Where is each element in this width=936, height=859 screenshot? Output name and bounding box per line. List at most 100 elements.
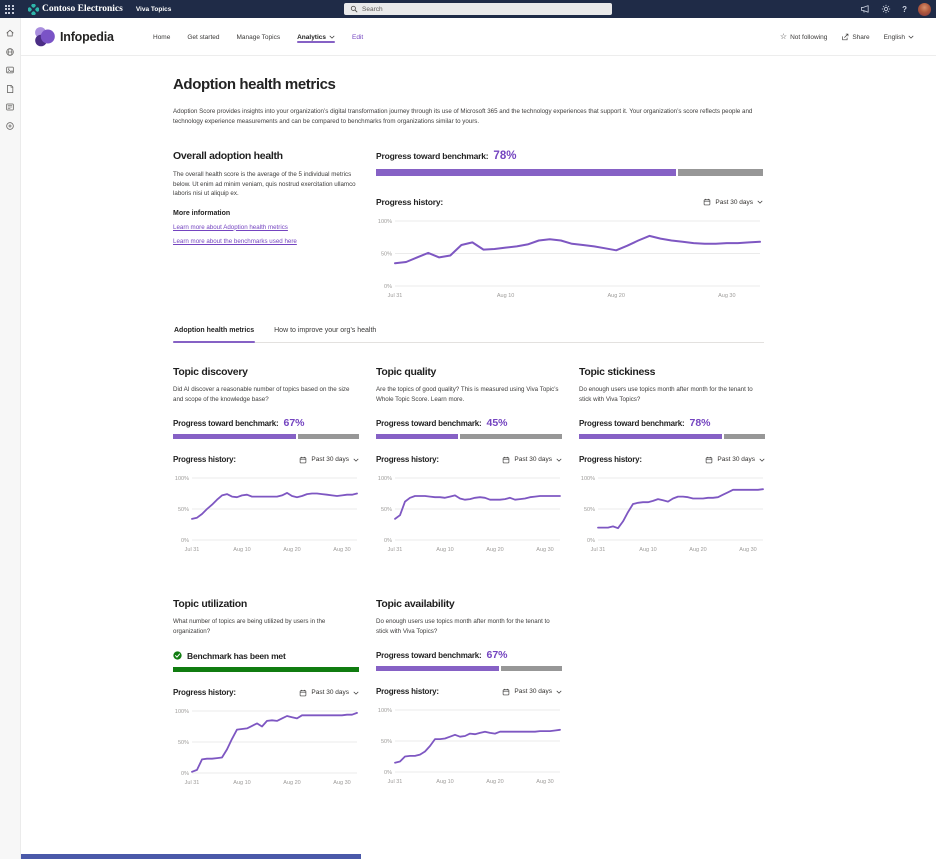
history-range-select[interactable]: Past 30 days (502, 688, 562, 696)
svg-text:Aug 20: Aug 20 (486, 779, 503, 785)
metrics-tabs: Adoption health metrics How to improve y… (173, 327, 764, 343)
svg-text:Aug 20: Aug 20 (607, 293, 624, 299)
overall-health-progress: Progress toward benchmark: 78% Progress … (376, 150, 763, 302)
svg-text:50%: 50% (381, 252, 392, 258)
card-description: What number of topics are being utilized… (173, 618, 326, 635)
share-button[interactable]: Share (841, 33, 870, 41)
search-icon (350, 5, 358, 13)
card-topic-stickiness: Topic stickiness Do enough users use top… (579, 366, 765, 556)
chevron-down-icon (353, 458, 359, 462)
svg-text:Aug 20: Aug 20 (283, 780, 300, 786)
topic-availability-history-chart: 100% 50% 0% Jul 31 Aug 10 Aug 20 Aug 30 (378, 708, 561, 785)
svg-text:Aug 30: Aug 30 (333, 780, 350, 786)
language-select[interactable]: English (884, 34, 914, 41)
history-range-select[interactable]: Past 30 days (299, 456, 359, 464)
checkmark-circle-icon (173, 651, 182, 660)
history-range-select[interactable]: Past 30 days (502, 456, 562, 464)
progress-benchmark-label: Progress toward benchmark: (579, 419, 685, 428)
svg-text:Aug 30: Aug 30 (536, 547, 553, 553)
progress-history-label: Progress history: (173, 455, 236, 464)
progress-history-label: Progress history: (376, 687, 439, 696)
card-title: Topic availability (376, 598, 455, 610)
svg-text:Aug 30: Aug 30 (333, 547, 350, 553)
svg-text:Jul 31: Jul 31 (591, 547, 606, 553)
svg-text:100%: 100% (175, 709, 189, 715)
site-navigation: Home Get started Manage Topics Analytics… (153, 18, 363, 56)
svg-text:100%: 100% (378, 219, 392, 225)
nav-item-get-started[interactable]: Get started (187, 33, 220, 41)
star-icon: ☆ (779, 32, 788, 41)
progress-history-label: Progress history: (376, 455, 439, 464)
nav-item-analytics[interactable]: Analytics (297, 29, 335, 46)
history-range-select[interactable]: Past 30 days (703, 198, 763, 206)
suite-app-name[interactable]: Viva Topics (135, 5, 172, 13)
share-icon (842, 33, 849, 41)
svg-text:Aug 20: Aug 20 (283, 547, 300, 553)
follow-button[interactable]: ☆ Not following (779, 32, 828, 41)
app-launcher-button[interactable] (0, 0, 18, 18)
suite-top-bar: Contoso Electronics Viva Topics Search (0, 0, 936, 18)
nav-item-edit[interactable]: Edit (352, 33, 364, 41)
topic-discovery-history-chart: 100% 50% 0% Jul 31 Aug 10 Aug 20 Aug 30 (175, 476, 358, 553)
calendar-icon (300, 456, 307, 463)
history-range-select[interactable]: Past 30 days (299, 689, 359, 697)
svg-text:100%: 100% (378, 708, 392, 714)
tab-how-to-improve[interactable]: How to improve your org’s health (274, 327, 377, 334)
announcements-button[interactable] (860, 4, 870, 14)
site-title[interactable]: Infopedia (60, 30, 114, 44)
create-plus-icon[interactable] (5, 121, 15, 131)
tab-adoption-health-metrics[interactable]: Adoption health metrics (173, 327, 256, 343)
my-sites-globe-icon[interactable] (5, 47, 15, 57)
search-input[interactable]: Search (344, 3, 612, 15)
footer-banner-strip (21, 854, 361, 859)
progress-bar (376, 169, 763, 176)
progress-bar (173, 434, 359, 439)
svg-text:100%: 100% (581, 476, 595, 482)
settings-button[interactable] (881, 4, 891, 14)
brand-link[interactable]: Contoso Electronics (28, 3, 123, 15)
progress-benchmark-label: Progress toward benchmark: (376, 651, 482, 660)
svg-text:Jul 31: Jul 31 (388, 547, 403, 553)
card-title: Topic utilization (173, 598, 248, 610)
topic-quality-history-chart: 100% 50% 0% Jul 31 Aug 10 Aug 20 Aug 30 (378, 476, 561, 553)
benchmark-met-label: Benchmark has been met (187, 650, 286, 661)
file-icon[interactable] (5, 84, 15, 94)
page-title: Adoption health metrics (173, 76, 336, 93)
help-button[interactable]: ? (902, 4, 907, 14)
card-title: Topic discovery (173, 366, 248, 378)
progress-bar (376, 434, 562, 439)
progress-history-label: Progress history: (376, 197, 443, 207)
svg-text:Aug 30: Aug 30 (718, 293, 735, 299)
card-title: Topic stickiness (579, 366, 656, 378)
account-avatar[interactable] (918, 2, 931, 16)
suite-actions: ? (860, 0, 931, 18)
progress-history-label: Progress history: (579, 455, 642, 464)
progress-benchmark-value: 78% (493, 150, 517, 162)
svg-text:50%: 50% (584, 507, 595, 513)
learn-more-metrics-link[interactable]: Learn more about Adoption health metrics (173, 223, 288, 231)
svg-text:Jul 31: Jul 31 (388, 779, 403, 785)
overall-health-summary: Overall adoption health The overall heal… (173, 150, 363, 245)
progress-benchmark-value: 45% (486, 417, 508, 429)
site-header-actions: ☆ Not following Share English (780, 18, 914, 56)
home-icon[interactable] (5, 28, 15, 38)
nav-item-manage-topics[interactable]: Manage Topics (236, 33, 281, 41)
infopedia-logo[interactable] (33, 25, 56, 48)
news-icon[interactable] (5, 102, 15, 112)
image-icon[interactable] (5, 65, 15, 75)
card-topic-quality: Topic quality Are the topics of good qua… (376, 366, 562, 556)
progress-bar (173, 667, 359, 672)
progress-benchmark-label: Progress toward benchmark: (173, 419, 279, 428)
page-intro: Adoption Score provides insights into yo… (173, 108, 753, 125)
progress-bar (579, 434, 765, 439)
progress-bar-fill (579, 434, 725, 439)
progress-benchmark-label: Progress toward benchmark: (376, 151, 489, 161)
svg-text:Aug 10: Aug 10 (497, 293, 514, 299)
topic-utilization-history-chart: 100% 50% 0% Jul 31 Aug 10 Aug 20 Aug 30 (175, 709, 358, 786)
history-range-select[interactable]: Past 30 days (705, 456, 765, 464)
calendar-icon (503, 456, 510, 463)
nav-item-home[interactable]: Home (153, 33, 171, 41)
learn-more-benchmarks-link[interactable]: Learn more about the benchmarks used her… (173, 237, 297, 245)
svg-text:Aug 10: Aug 10 (436, 779, 453, 785)
